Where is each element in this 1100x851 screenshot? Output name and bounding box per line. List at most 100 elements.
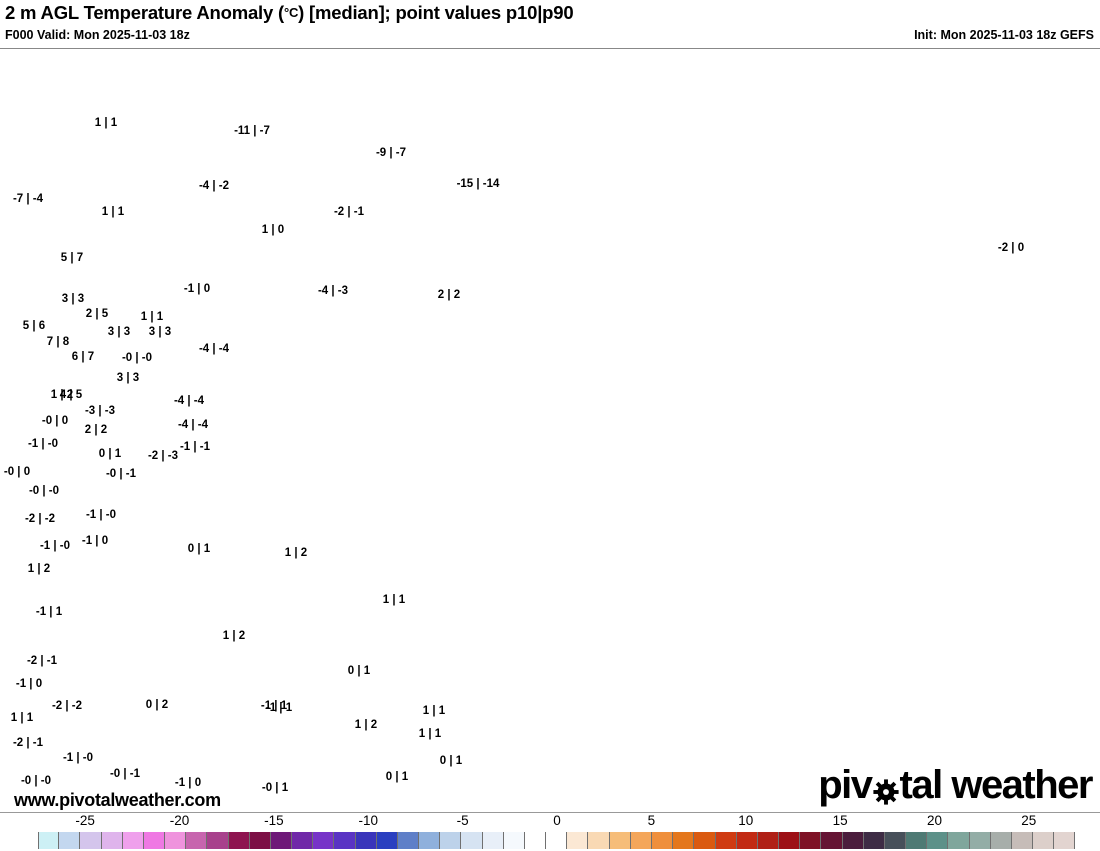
point-value-label: -2 | -1 xyxy=(12,737,44,749)
colorbar-swatch xyxy=(1033,832,1055,849)
colorbar-swatch xyxy=(397,832,420,849)
colorbar-swatch xyxy=(842,832,864,849)
colorbar-swatch xyxy=(165,832,187,849)
colorbar-swatch xyxy=(270,832,293,849)
colorbar-swatch xyxy=(503,832,525,849)
point-value-label: -0 | 1 xyxy=(261,782,289,794)
point-value-label: -1 | 1 xyxy=(260,700,288,712)
point-value-label: 2 | 5 xyxy=(85,308,109,320)
colorbar-swatch xyxy=(588,832,610,849)
colorbar-swatch xyxy=(524,832,547,849)
colorbar-swatch xyxy=(461,832,483,849)
point-value-label: -7 | -4 xyxy=(12,193,44,205)
colorbar-swatch xyxy=(355,832,377,849)
point-value-label: 6 | 7 xyxy=(71,351,95,363)
colorbar-swatch xyxy=(736,832,758,849)
point-value-label: -1 | -1 xyxy=(179,441,211,453)
colorbar-swatch xyxy=(821,832,843,849)
point-value-label: -2 | 0 xyxy=(997,242,1025,254)
colorbar-swatch xyxy=(567,832,589,849)
point-value-label: 1 | 2 xyxy=(354,719,378,731)
point-value-label: -0 | -1 xyxy=(109,768,141,780)
point-value-label: -1 | 0 xyxy=(174,777,202,789)
colorbar-tick-label: -25 xyxy=(75,813,95,828)
colorbar-swatch xyxy=(228,832,250,849)
point-value-label: 1 | 1 xyxy=(94,117,118,129)
colorbar-swatch xyxy=(884,832,907,849)
point-value-label: 0 | 1 xyxy=(98,448,122,460)
colorbar-tick-label: 15 xyxy=(832,813,848,828)
colorbar-swatch xyxy=(38,832,60,849)
point-value-label: -2 | -1 xyxy=(333,206,365,218)
logo-text-post: tal weather xyxy=(899,763,1094,807)
point-value-label: 0 | 1 xyxy=(347,665,371,677)
point-value-label: -4 | -3 xyxy=(317,285,349,297)
colorbar-swatch xyxy=(313,832,335,849)
point-value-label: 0 | 1 xyxy=(439,755,463,767)
point-value-label: 1 | 2 xyxy=(222,630,246,642)
point-value-label: -0 | 0 xyxy=(3,466,31,478)
colorbar-tick-label: -10 xyxy=(358,813,379,828)
point-value-label: 0 | 1 xyxy=(187,543,211,555)
colorbar-swatch xyxy=(969,832,991,849)
point-value-label: -4 | -4 xyxy=(177,419,209,431)
point-value-label: -4 | -4 xyxy=(173,395,205,407)
colorbar-tick-label: 20 xyxy=(926,813,942,828)
colorbar-swatch xyxy=(186,832,208,849)
colorbar-swatch xyxy=(440,832,462,849)
colorbar-tick-label: -15 xyxy=(264,813,284,828)
point-value-label: -1 | 0 xyxy=(81,535,109,547)
colorbar-swatch xyxy=(376,832,398,849)
point-value-label: 5 | 7 xyxy=(60,252,84,264)
colorbar-swatch xyxy=(651,832,674,849)
colorbar-swatch xyxy=(482,832,504,849)
page-title-rest: ) [median]; point values p10|p90 xyxy=(298,2,574,23)
colorbar-swatch xyxy=(1011,832,1034,849)
colorbar-swatch xyxy=(694,832,716,849)
point-value-label: 1 | 0 xyxy=(261,224,285,236)
point-value-label: -11 | -7 xyxy=(234,125,270,137)
colorbar-swatch xyxy=(715,832,737,849)
point-value-label: 1 | 1 xyxy=(101,206,125,218)
point-value-label: 2 | 2 xyxy=(437,289,461,301)
point-value-label: -0 | 0 xyxy=(41,415,69,427)
gear-icon xyxy=(872,772,899,805)
logo-text-pre: piv xyxy=(818,763,873,807)
point-value-label: -1 | -0 xyxy=(85,509,117,521)
colorbar-swatch xyxy=(249,832,271,849)
colorbar-swatch xyxy=(546,832,568,849)
colorbar-swatch xyxy=(143,832,166,849)
pivotal-weather-logo: piv tal weather xyxy=(818,763,1094,807)
point-value-label: -2 | -2 xyxy=(24,513,56,525)
colorbar-swatches xyxy=(38,832,1076,849)
colorbar-swatch xyxy=(122,832,144,849)
colorbar-tick-label: 10 xyxy=(738,813,754,828)
point-value-label: 5 | 6 xyxy=(22,320,46,332)
colorbar-swatch xyxy=(609,832,631,849)
init-time-label: Init: Mon 2025-11-03 18z GEFS xyxy=(914,28,1094,42)
colorbar-swatch xyxy=(334,832,356,849)
point-value-label: -1 | 1 xyxy=(265,702,293,714)
valid-time-label: F000 Valid: Mon 2025-11-03 18z xyxy=(5,28,190,42)
point-value-label: 3 | 3 xyxy=(148,326,172,338)
point-value-label: 1 | 1 xyxy=(422,705,446,717)
colorbar[interactable]: -25 -20 -15 -10 -5 0 5 10 15 20 25 xyxy=(0,812,1100,851)
point-value-label: -0 | -1 xyxy=(105,468,137,480)
point-value-label: 2 | 2 xyxy=(84,424,108,436)
point-value-label: 7 | 8 xyxy=(46,336,70,348)
colorbar-swatch xyxy=(419,832,441,849)
point-value-label: -3 | -3 xyxy=(84,405,116,417)
point-value-label: 1 | 1 xyxy=(382,594,406,606)
colorbar-swatch xyxy=(101,832,123,849)
colorbar-swatch xyxy=(779,832,801,849)
colorbar-tick-label: 5 xyxy=(647,813,656,828)
point-value-label: -4 | -4 xyxy=(198,343,230,355)
point-value-label: -1 | 0 xyxy=(183,283,211,295)
page-title-main: 2 m AGL Temperature Anomaly ( xyxy=(5,2,284,23)
point-value-label: -1 | 0 xyxy=(15,678,43,690)
colorbar-swatch xyxy=(207,832,229,849)
point-value-label: -2 | -2 xyxy=(51,700,83,712)
point-value-label: 1 | 1 xyxy=(140,311,164,323)
anomaly-field-canvas xyxy=(0,49,1100,813)
weather-map[interactable]: 1 | 1 -11 | -7 -9 | -7 -15 | -14 -4 | -2 -7 |… xyxy=(0,48,1100,813)
